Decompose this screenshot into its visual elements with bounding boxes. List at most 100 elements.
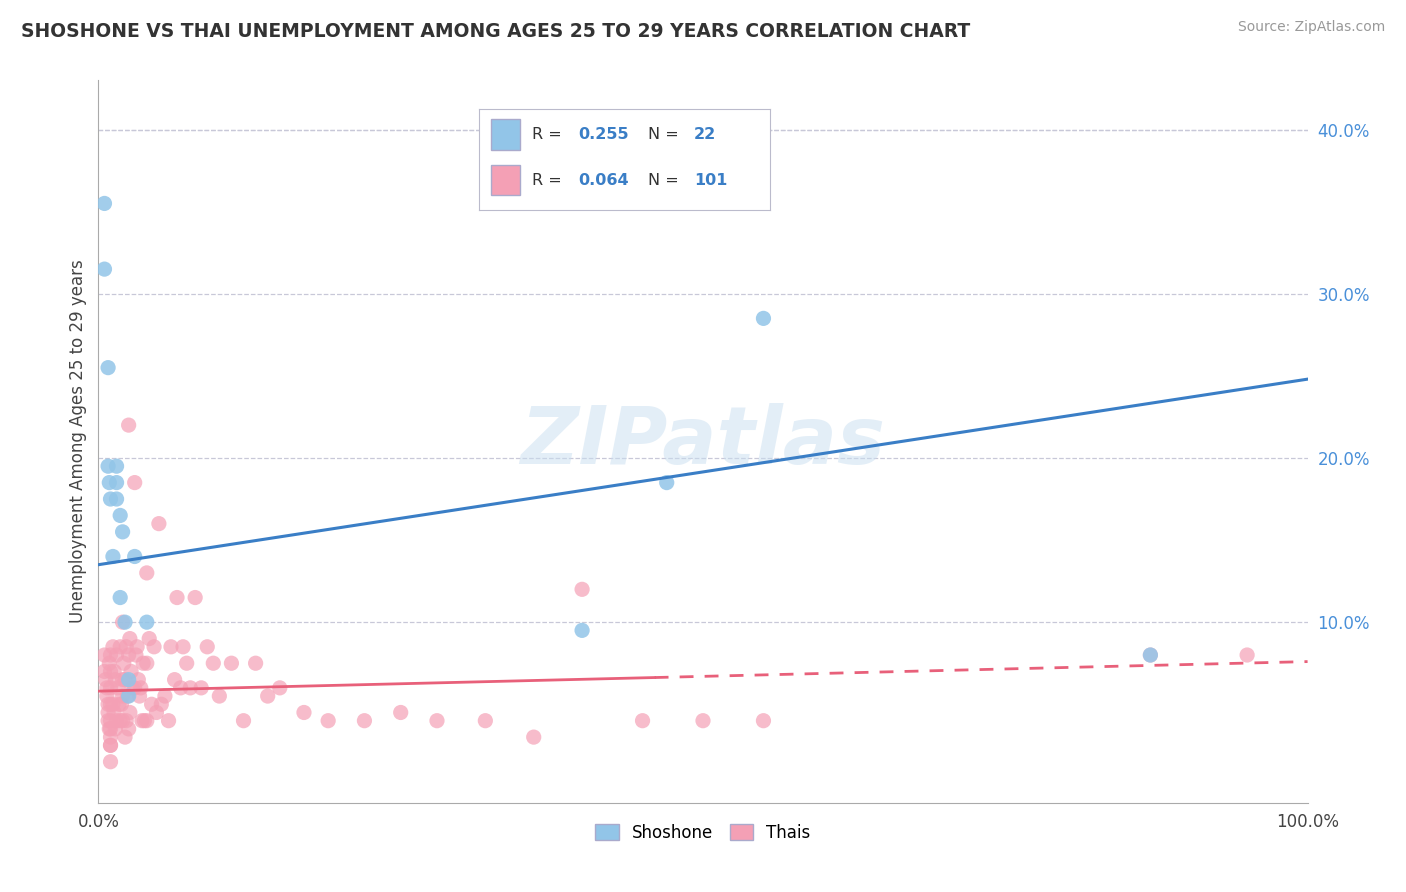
Point: [292, 706, 315, 720]
Text: SHOSHONE VS THAI UNEMPLOYMENT AMONG AGES 25 TO 29 YEARS CORRELATION CHART: SHOSHONE VS THAI UNEMPLOYMENT AMONG AGES…: [21, 22, 970, 41]
Point: [100, 722, 122, 736]
Point: [121, 681, 143, 695]
Point: [105, 714, 128, 728]
Point: [157, 714, 180, 728]
Point: [105, 475, 128, 490]
Point: [135, 615, 157, 630]
Point: [245, 657, 267, 671]
Text: ZIPatlas: ZIPatlas: [520, 402, 886, 481]
Point: [752, 714, 775, 728]
Point: [166, 591, 188, 605]
Point: [124, 549, 146, 564]
Point: [100, 681, 122, 695]
Point: [97, 706, 120, 720]
Point: [100, 714, 122, 728]
Point: [115, 714, 138, 728]
Point: [138, 632, 160, 646]
Point: [692, 714, 714, 728]
Point: [96, 689, 118, 703]
Point: [101, 640, 124, 654]
Point: [100, 665, 122, 679]
Point: [100, 739, 122, 753]
Point: [105, 459, 128, 474]
Point: [221, 657, 243, 671]
Point: [150, 698, 173, 712]
Point: [96, 681, 118, 695]
Point: [135, 566, 157, 580]
Point: [1236, 648, 1258, 662]
Y-axis label: Unemployment Among Ages 25 to 29 years: Unemployment Among Ages 25 to 29 years: [69, 260, 87, 624]
Point: [474, 714, 496, 728]
Point: [125, 648, 148, 662]
Point: [145, 706, 167, 720]
Point: [208, 689, 231, 703]
Point: [141, 698, 163, 712]
Point: [195, 640, 218, 654]
Point: [114, 730, 136, 744]
Point: [108, 714, 131, 728]
Point: [179, 681, 201, 695]
Point: [190, 681, 212, 695]
Point: [153, 689, 176, 703]
Point: [98, 657, 121, 671]
Point: [752, 311, 775, 326]
Point: [127, 640, 149, 654]
Point: [98, 475, 121, 490]
Point: [105, 491, 128, 506]
Point: [107, 681, 129, 695]
Point: [94, 673, 117, 687]
Point: [108, 591, 131, 605]
Point: [103, 706, 125, 720]
Point: [389, 706, 412, 720]
Point: [571, 582, 593, 597]
Point: [112, 657, 135, 671]
Point: [143, 640, 166, 654]
Point: [118, 418, 141, 433]
Point: [523, 730, 546, 744]
Point: [148, 516, 170, 531]
Point: [104, 673, 127, 687]
Point: [100, 491, 122, 506]
Point: [97, 360, 120, 375]
Point: [104, 722, 127, 736]
Point: [117, 689, 139, 703]
Point: [184, 591, 207, 605]
Point: [135, 714, 157, 728]
Point: [132, 657, 155, 671]
Point: [135, 657, 157, 671]
Point: [120, 665, 142, 679]
Point: [111, 615, 134, 630]
Point: [128, 689, 150, 703]
Point: [1139, 648, 1161, 662]
Point: [108, 698, 131, 712]
Point: [93, 665, 115, 679]
Point: [129, 681, 152, 695]
Point: [134, 714, 156, 728]
Point: [108, 640, 131, 654]
Point: [118, 689, 141, 703]
Point: [111, 714, 134, 728]
Point: [100, 730, 122, 744]
Point: [98, 722, 121, 736]
Point: [1139, 648, 1161, 662]
Point: [631, 714, 654, 728]
Point: [100, 648, 122, 662]
Point: [115, 640, 138, 654]
Point: [172, 640, 194, 654]
Point: [97, 714, 120, 728]
Point: [353, 714, 375, 728]
Point: [100, 698, 122, 712]
Point: [93, 648, 115, 662]
Point: [160, 640, 183, 654]
Point: [100, 755, 122, 769]
Point: [118, 648, 141, 662]
Point: [316, 714, 339, 728]
Point: [655, 475, 678, 490]
Point: [118, 632, 141, 646]
Point: [93, 262, 115, 277]
Point: [114, 673, 136, 687]
Point: [103, 665, 125, 679]
Point: [426, 714, 449, 728]
Point: [163, 673, 186, 687]
Point: [97, 698, 120, 712]
